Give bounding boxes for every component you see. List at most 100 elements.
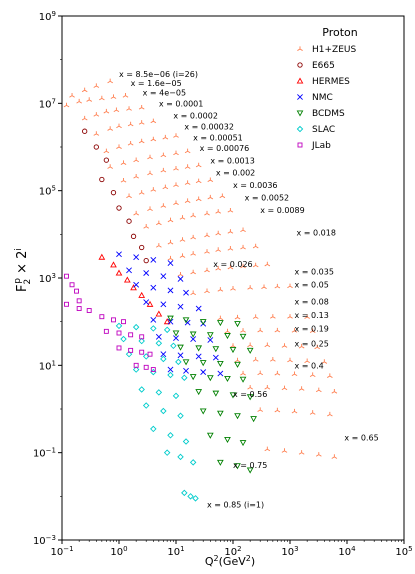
bcdms-point bbox=[224, 333, 231, 340]
jlab-point bbox=[86, 308, 92, 313]
slac-point bbox=[120, 335, 127, 343]
legend-marker bbox=[297, 62, 303, 68]
jlab-point bbox=[139, 334, 145, 340]
h1zeus-point bbox=[204, 249, 210, 254]
h1zeus-point bbox=[240, 244, 246, 250]
h1zeus-point bbox=[81, 87, 88, 93]
bcdms-point bbox=[229, 347, 237, 354]
h1zeus-point bbox=[204, 288, 210, 294]
h1zeus-point bbox=[133, 210, 139, 216]
h1zeus-point bbox=[160, 203, 167, 208]
h1zeus-point bbox=[93, 131, 100, 136]
h1zeus-point bbox=[240, 227, 246, 233]
hermes-point bbox=[130, 284, 137, 291]
h1zeus-point bbox=[264, 384, 271, 390]
legend-marker bbox=[297, 94, 303, 100]
h1zeus-point bbox=[287, 283, 293, 289]
bcdms-point bbox=[206, 375, 214, 382]
jlab-point bbox=[139, 349, 145, 355]
tick-labels: 10−1 100 101 102 103 104 10510−310−11011031051… bbox=[33, 10, 413, 558]
h1zeus-point bbox=[204, 267, 210, 273]
h1zeus-point bbox=[257, 327, 264, 333]
legend-marker bbox=[297, 142, 303, 148]
h1zeus-point bbox=[190, 251, 196, 256]
h1zeus-point bbox=[315, 387, 322, 393]
slac-point bbox=[160, 355, 167, 363]
y-axis-label: F2p × 2i bbox=[13, 248, 33, 292]
x-tick-label: 101 bbox=[167, 545, 184, 558]
h1zeus-point bbox=[257, 370, 264, 376]
slac-point bbox=[167, 371, 174, 379]
bin-label: x = 0.65 bbox=[344, 433, 378, 442]
slac-point bbox=[150, 425, 157, 433]
jlab-point bbox=[147, 351, 153, 357]
legend-entry: JLab bbox=[311, 141, 331, 151]
bcdms-point bbox=[199, 319, 207, 326]
bin-label: x = 0.026 bbox=[213, 260, 252, 269]
nmc-point bbox=[184, 319, 191, 326]
nmc-point bbox=[167, 260, 174, 266]
slac-point bbox=[132, 366, 140, 373]
bcdms-point bbox=[206, 432, 214, 439]
legend-entry: HERMES bbox=[312, 77, 350, 87]
h1zeus-point bbox=[274, 370, 281, 376]
bcdms-point bbox=[234, 413, 241, 420]
nmc-point bbox=[212, 354, 219, 361]
h1zeus-point bbox=[264, 342, 271, 348]
h1zeus-point bbox=[287, 314, 293, 319]
bin-label: x = 0.19 bbox=[295, 324, 329, 333]
h1zeus-point bbox=[270, 314, 276, 319]
bin-label: x = 0.00032 bbox=[184, 123, 234, 132]
nmc-point bbox=[150, 256, 157, 263]
bcdms-point bbox=[182, 359, 190, 366]
e665-point bbox=[143, 257, 149, 264]
h1zeus-point bbox=[315, 452, 322, 457]
h1zeus-point bbox=[173, 182, 179, 187]
nmc-point bbox=[177, 352, 184, 359]
h1zeus-point bbox=[304, 314, 310, 319]
bin-label: x = 1.6e−05 bbox=[131, 79, 182, 88]
e665-point bbox=[82, 128, 88, 134]
h1zeus-point bbox=[160, 167, 167, 173]
h1zeus-point bbox=[281, 448, 288, 453]
h1zeus-point bbox=[309, 410, 316, 415]
nmc-point bbox=[150, 316, 157, 323]
nmc-point bbox=[155, 333, 162, 340]
y-tick-label: 105 bbox=[39, 185, 56, 198]
h1zeus-point bbox=[298, 450, 305, 455]
bcdms-point bbox=[195, 389, 203, 396]
h1zeus-point bbox=[264, 446, 271, 452]
nmc-point bbox=[116, 251, 122, 258]
e665-point bbox=[116, 205, 122, 211]
bcdms-point bbox=[234, 361, 241, 368]
bcdms-point bbox=[212, 346, 220, 353]
h1zeus-point bbox=[147, 206, 153, 211]
h1zeus-point bbox=[76, 98, 82, 104]
h1zeus-point bbox=[227, 229, 234, 234]
h1zeus-point bbox=[195, 162, 202, 168]
h1zeus-point bbox=[103, 148, 110, 154]
h1zeus-point bbox=[93, 83, 100, 88]
bin-label: x = 0.002 bbox=[216, 169, 255, 178]
h1zeus-point bbox=[304, 358, 310, 364]
bcdms-point bbox=[199, 408, 207, 415]
h1zeus-point bbox=[147, 154, 153, 160]
slac-point bbox=[155, 340, 163, 347]
h1zeus-point bbox=[120, 160, 127, 165]
nmc-point bbox=[183, 367, 189, 374]
bcdms-point bbox=[246, 467, 254, 474]
h1zeus-point bbox=[219, 193, 226, 199]
h1zeus-point bbox=[126, 193, 132, 199]
h1zeus-point bbox=[291, 408, 298, 414]
h1zeus-point bbox=[107, 164, 114, 169]
bin-label: x = 0.00076 bbox=[200, 144, 250, 153]
h1zeus-point bbox=[230, 343, 236, 348]
h1zeus-point bbox=[173, 200, 179, 206]
hermes-point bbox=[110, 261, 117, 268]
nmc-point bbox=[160, 301, 167, 308]
x-tick-label: 105 bbox=[395, 545, 412, 558]
h1zeus-point bbox=[122, 93, 129, 98]
h1zeus-point bbox=[150, 118, 157, 124]
h1zeus-point bbox=[204, 232, 210, 238]
slac-point bbox=[138, 386, 145, 393]
